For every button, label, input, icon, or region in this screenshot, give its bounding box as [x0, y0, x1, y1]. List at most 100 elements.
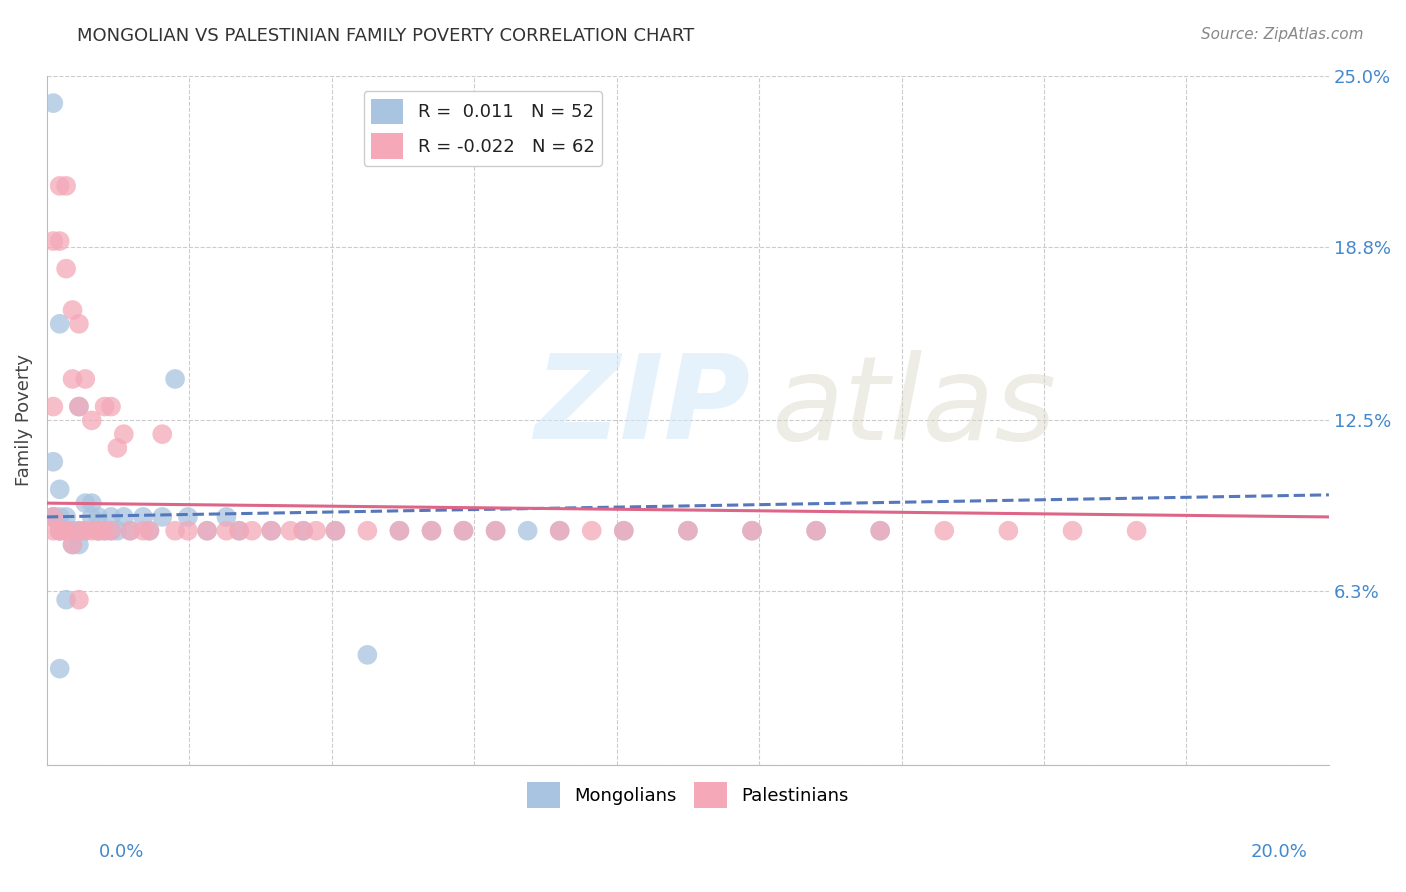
- Text: ZIP: ZIP: [534, 349, 749, 464]
- Point: [42, 96, 65, 111]
- Point: [100, 510, 122, 524]
- Point: [177, 524, 200, 538]
- Point: [453, 524, 475, 538]
- Point: [62, 537, 84, 551]
- Point: [100, 524, 122, 538]
- Point: [548, 524, 571, 538]
- Point: [55, 524, 77, 538]
- Point: [87, 524, 110, 538]
- Point: [55, 524, 77, 538]
- Point: [613, 524, 636, 538]
- Point: [548, 524, 571, 538]
- Point: [165, 524, 187, 538]
- Point: [484, 524, 506, 538]
- Point: [420, 524, 443, 538]
- Point: [934, 524, 956, 538]
- Point: [150, 427, 173, 442]
- Point: [80, 524, 103, 538]
- Point: [42, 510, 65, 524]
- Point: [48, 662, 70, 676]
- Point: [67, 317, 90, 331]
- Point: [48, 234, 70, 248]
- Point: [165, 372, 187, 386]
- Point: [292, 524, 315, 538]
- Point: [42, 234, 65, 248]
- Point: [105, 441, 128, 455]
- Point: [42, 455, 65, 469]
- Point: [228, 524, 250, 538]
- Point: [93, 400, 115, 414]
- Point: [62, 524, 84, 538]
- Point: [42, 510, 65, 524]
- Point: [741, 524, 763, 538]
- Point: [228, 524, 250, 538]
- Point: [87, 510, 110, 524]
- Point: [356, 648, 378, 662]
- Point: [804, 524, 827, 538]
- Point: [112, 510, 135, 524]
- Point: [325, 524, 347, 538]
- Point: [67, 400, 90, 414]
- Point: [215, 524, 238, 538]
- Point: [112, 427, 135, 442]
- Point: [280, 524, 302, 538]
- Point: [62, 372, 84, 386]
- Text: 20.0%: 20.0%: [1251, 843, 1308, 861]
- Point: [42, 510, 65, 524]
- Point: [292, 524, 315, 538]
- Point: [55, 524, 77, 538]
- Point: [105, 524, 128, 538]
- Point: [100, 524, 122, 538]
- Point: [48, 524, 70, 538]
- Point: [67, 524, 90, 538]
- Point: [1125, 524, 1147, 538]
- Point: [80, 496, 103, 510]
- Point: [997, 524, 1019, 538]
- Point: [62, 303, 84, 318]
- Point: [80, 413, 103, 427]
- Text: Source: ZipAtlas.com: Source: ZipAtlas.com: [1201, 27, 1364, 42]
- Point: [138, 524, 160, 538]
- Point: [132, 524, 155, 538]
- Point: [93, 524, 115, 538]
- Y-axis label: Family Poverty: Family Poverty: [15, 354, 32, 486]
- Point: [48, 178, 70, 193]
- Point: [869, 524, 891, 538]
- Point: [67, 592, 90, 607]
- Point: [388, 524, 411, 538]
- Point: [150, 510, 173, 524]
- Point: [67, 537, 90, 551]
- Point: [484, 524, 506, 538]
- Point: [195, 524, 218, 538]
- Point: [55, 178, 77, 193]
- Point: [67, 524, 90, 538]
- Point: [138, 524, 160, 538]
- Point: [453, 524, 475, 538]
- Point: [260, 524, 283, 538]
- Point: [75, 372, 97, 386]
- Point: [48, 524, 70, 538]
- Point: [55, 261, 77, 276]
- Point: [215, 510, 238, 524]
- Point: [676, 524, 699, 538]
- Point: [676, 524, 699, 538]
- Point: [613, 524, 636, 538]
- Point: [177, 510, 200, 524]
- Point: [132, 510, 155, 524]
- Point: [741, 524, 763, 538]
- Point: [120, 524, 142, 538]
- Point: [195, 524, 218, 538]
- Point: [55, 510, 77, 524]
- Text: atlas: atlas: [772, 350, 1056, 464]
- Point: [87, 524, 110, 538]
- Point: [48, 483, 70, 497]
- Text: 0.0%: 0.0%: [98, 843, 143, 861]
- Point: [75, 524, 97, 538]
- Text: MONGOLIAN VS PALESTINIAN FAMILY POVERTY CORRELATION CHART: MONGOLIAN VS PALESTINIAN FAMILY POVERTY …: [77, 27, 695, 45]
- Point: [420, 524, 443, 538]
- Point: [93, 524, 115, 538]
- Point: [325, 524, 347, 538]
- Point: [356, 524, 378, 538]
- Point: [48, 524, 70, 538]
- Point: [100, 400, 122, 414]
